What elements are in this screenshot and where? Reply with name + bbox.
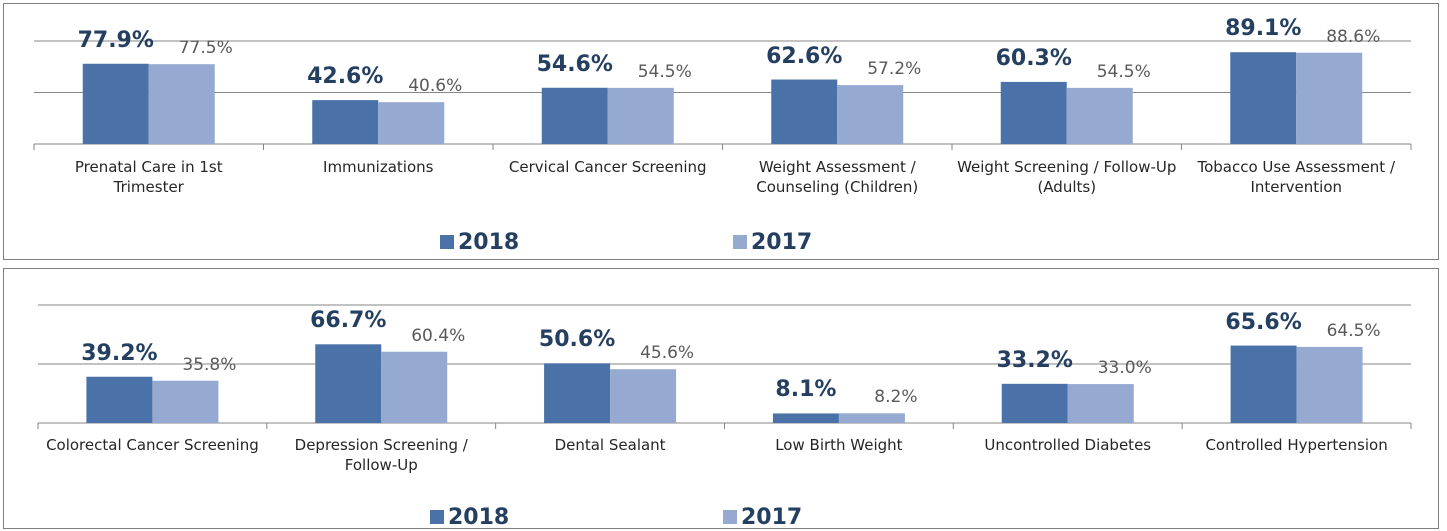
x-tick-label: Colorectal Cancer Screening [46,436,259,454]
legend-entry: 2018 [430,506,509,530]
x-tick-label: Immunizations [323,158,434,176]
data-label: 8.1% [775,377,837,403]
data-label: 62.6% [766,43,843,69]
x-tick-label: Cervical Cancer Screening [508,158,707,176]
bar [378,102,445,144]
x-tick-label: Weight Assessment / Counseling (Children… [756,158,919,196]
data-label: 60.3% [995,45,1072,71]
legend-swatch [430,510,444,524]
data-label: 45.6% [640,343,695,364]
data-label: 60.4% [411,325,466,346]
x-tick-label: Dental Sealant [554,436,666,454]
data-label: 42.6% [307,64,384,90]
chart [37,304,1412,429]
bar [312,100,379,144]
data-label: 64.5% [1326,320,1381,341]
bar [148,64,215,144]
chart-panel: Prenatal Care in 1st Trimester 77.9% 77.5%… [3,3,1439,260]
data-label: 35.8% [182,354,237,375]
bar [771,79,838,144]
bar [1296,346,1363,423]
x-tick-label: Low Birth Weight [775,436,903,454]
data-label: 66.7% [310,308,387,334]
data-label: 57.2% [867,59,922,80]
data-label: 77.9% [77,27,154,53]
bar [82,63,149,144]
legend-label: 2017 [751,230,813,255]
legend-swatch [440,235,454,249]
x-tick-label: Weight Screening / Follow-Up (Adults) [957,158,1177,196]
bar [1230,52,1297,144]
legend-entry: 2018 [440,231,519,255]
x-tick-label: Tobacco Use Assessment / Intervention [1197,158,1396,196]
bar [1000,81,1067,144]
legend-label: 2018 [448,505,510,530]
legend-swatch [723,510,737,524]
bar [315,344,382,423]
x-tick-label: Uncontrolled Diabetes [984,436,1152,454]
legend-label: 2017 [741,505,803,530]
bar [1067,384,1134,423]
data-label: 33.2% [996,347,1073,373]
data-label: 39.2% [81,340,158,366]
data-label: 33.0% [1097,358,1152,379]
data-label: 77.5% [178,38,233,59]
data-label: 8.2% [874,387,918,408]
x-tick-label: Controlled Hypertension [1205,436,1388,454]
bar [544,363,611,423]
data-label: 54.5% [637,61,692,82]
legend-entry: 2017 [723,506,802,530]
data-label: 50.6% [538,327,616,353]
legend-swatch [733,235,747,249]
bar [772,413,839,423]
bar [541,87,608,144]
chart-panel: Colorectal Cancer Screening 39.2% 35.8% Dep… [3,268,1439,530]
bar [152,380,219,423]
data-label: 65.6% [1225,309,1302,335]
x-tick-label: Prenatal Care in 1st Trimester [74,158,223,196]
bar [607,87,674,144]
bar [86,376,153,423]
legend-label: 2018 [458,230,520,255]
bar [1230,345,1297,423]
legend-entry: 2017 [733,231,812,255]
data-label: 54.6% [536,51,613,77]
bar [838,413,905,423]
bar [1296,52,1363,144]
bar [837,85,904,144]
bar [1001,383,1068,423]
bar [1066,87,1133,144]
data-label: 88.6% [1326,26,1381,47]
bar [381,351,448,423]
data-label: 40.6% [408,76,463,97]
data-label: 54.5% [1096,61,1151,82]
data-label: 89.1% [1225,16,1302,42]
bar [610,369,677,423]
chart [33,40,1412,150]
x-tick-label: Depression Screening / Follow-Up [294,436,468,474]
